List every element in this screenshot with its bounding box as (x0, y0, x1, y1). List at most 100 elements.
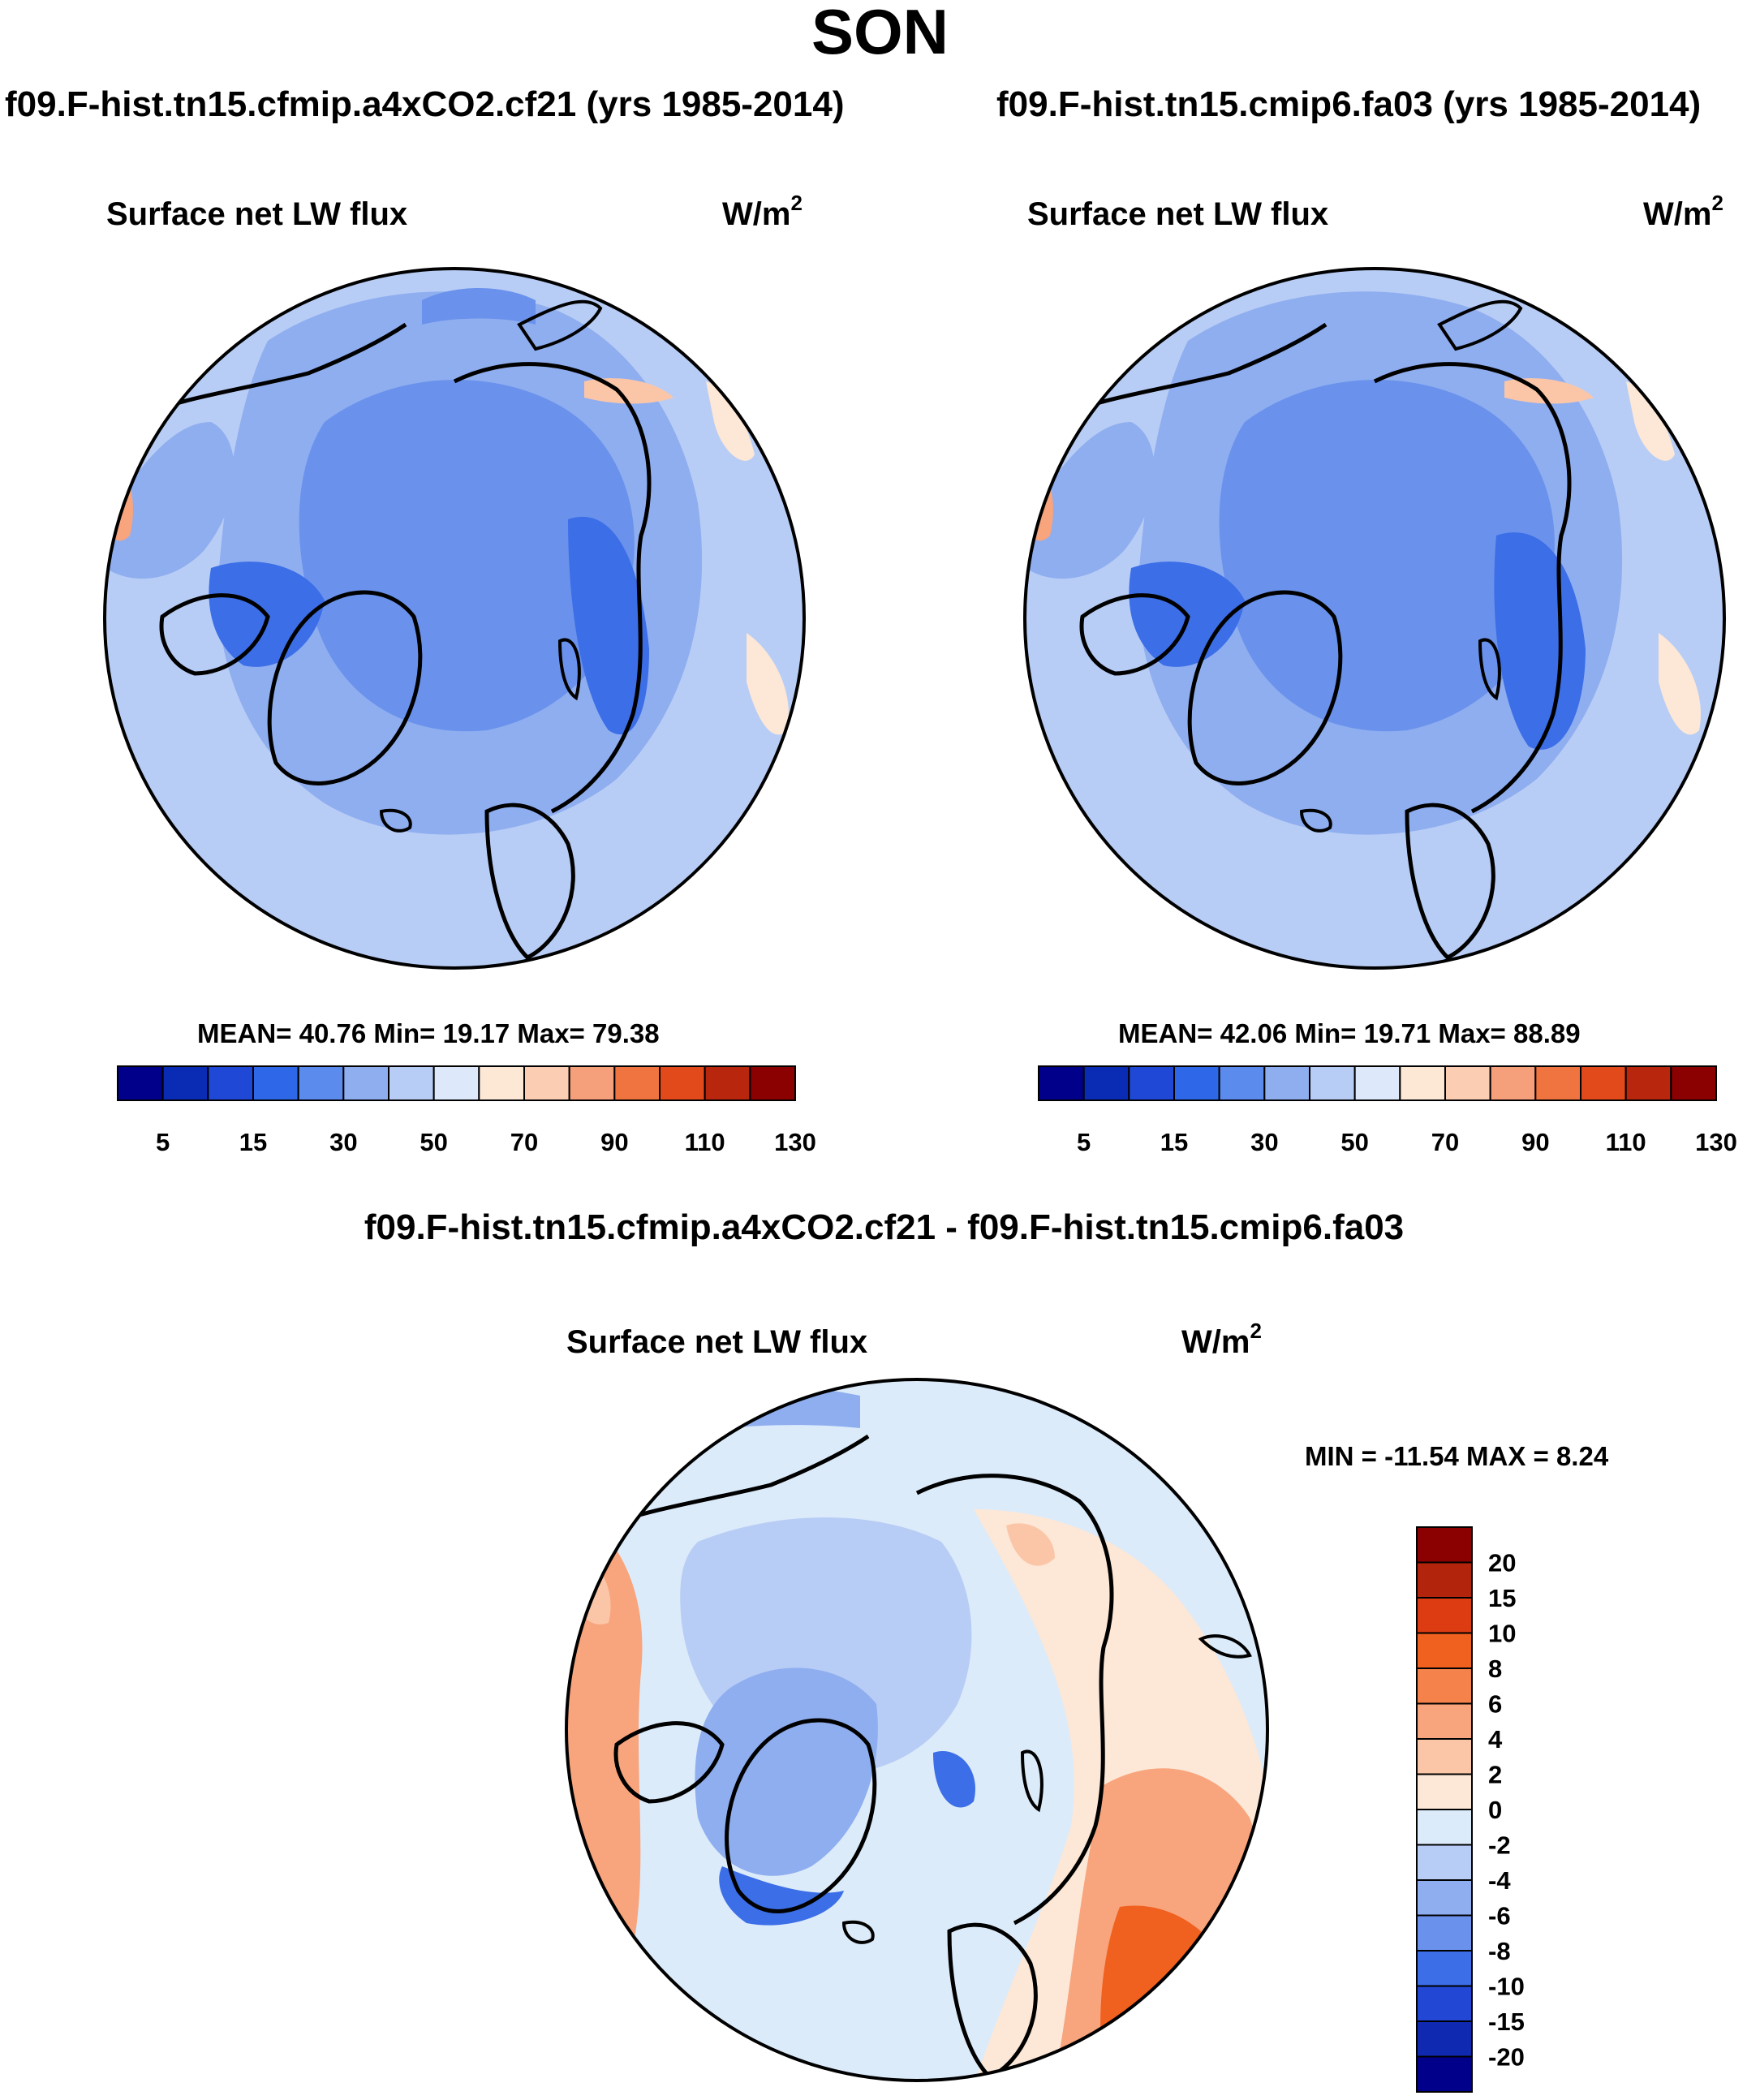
right-coastline-scandinavia (1405, 803, 1495, 961)
left-coastline-scandinavia (484, 803, 575, 961)
right-colorbar-box (1670, 1065, 1717, 1101)
season-title: SON (811, 0, 949, 67)
left-colorbar-tick-label: 70 (510, 1128, 538, 1156)
left-map-border (103, 267, 806, 970)
right-colorbar-box (1263, 1065, 1311, 1101)
left-colorbar-box (523, 1065, 570, 1101)
right-coastline-eurasia (1373, 362, 1572, 814)
left-colorbar-box (659, 1065, 706, 1101)
right-units: W/m2 (1643, 191, 1723, 232)
right-colorbar-tick-label: 70 (1431, 1128, 1459, 1156)
diff-coastline-novaya-zemlya (1020, 1749, 1044, 1813)
right-colorbar-box (1444, 1065, 1491, 1101)
right-coastline-novaya-zemlya (1478, 638, 1501, 701)
diff-colorbar-box (1416, 1844, 1473, 1881)
right-colorbar-box (1082, 1065, 1130, 1101)
diff-coastline-baffin (613, 1721, 725, 1804)
right-colorbar-tick-label: 30 (1250, 1128, 1278, 1156)
left-coastline-novaya-zemlya (557, 638, 581, 701)
right-coastline-island (1437, 299, 1523, 351)
left-colorbar-tick-label: 130 (774, 1128, 816, 1156)
right-colorbar-box (1218, 1065, 1266, 1101)
diff-colorbar-box (1416, 2055, 1473, 2093)
left-colorbar-box (342, 1065, 390, 1101)
left-units: W/m2 (722, 191, 803, 232)
diff-colorbar-box (1416, 1668, 1473, 1705)
diff-coastline-iceland (841, 1920, 875, 1944)
right-colorbar-box (1128, 1065, 1176, 1101)
diff-variable-title: Surface net LW flux (566, 1324, 868, 1360)
diff-colorbar-box (1416, 1738, 1473, 1775)
right-colorbar: 5 15 30 50 70 90 110 130 (1038, 1065, 1737, 1156)
diff-map-region (568, 1542, 611, 1624)
left-colorbar-box (388, 1065, 435, 1101)
left-colorbar-box (117, 1065, 164, 1101)
left-colorbar-box (568, 1065, 616, 1101)
diff-colorbar-box (1416, 2020, 1473, 2058)
diff-colorbar-tick-label: 15 (1488, 1584, 1516, 1612)
right-colorbar-tick-label: 15 (1160, 1128, 1188, 1156)
left-map-region (568, 516, 649, 735)
right-colorbar-box (1580, 1065, 1627, 1101)
right-colorbar-box (1534, 1065, 1582, 1101)
right-colorbar-box (1173, 1065, 1220, 1101)
right-coastline-baffin (1079, 593, 1190, 676)
diff-coastline-greenland (725, 1718, 877, 1913)
diff-colorbar-tick-label: 4 (1488, 1725, 1503, 1754)
left-colorbar-tick-label: 15 (239, 1128, 267, 1156)
right-colorbar-box (1353, 1065, 1401, 1101)
left-map-region (747, 633, 789, 735)
diff-colorbar-tick-label: 20 (1488, 1549, 1516, 1577)
left-variable-title: Surface net LW flux (106, 196, 408, 232)
diff-map-border (565, 1378, 1269, 2082)
right-stats: MEAN= 42.06 Min= 19.71 Max= 88.89 (1118, 1018, 1581, 1048)
left-map-region (105, 454, 133, 541)
left-colorbar-tick-label: 30 (329, 1128, 357, 1156)
right-colorbar-box (1399, 1065, 1447, 1101)
left-colorbar: 5 15 30 50 70 90 110 130 (117, 1065, 816, 1156)
left-colorbar-tick-label: 5 (156, 1128, 170, 1156)
left-colorbar-tick-label: 110 (685, 1128, 725, 1156)
diff-colorbar-tick-label: 6 (1488, 1690, 1502, 1719)
diff-map-region (1100, 1905, 1233, 2077)
diff-coastline-eurasia (915, 1474, 1114, 1926)
right-variable-title: Surface net LW flux (1027, 196, 1329, 232)
diff-colorbar-box (1416, 1950, 1473, 1987)
diff-colorbar-tick-label: 10 (1488, 1620, 1516, 1648)
right-map-region (1025, 454, 1053, 541)
right-colorbar-box (1489, 1065, 1537, 1101)
right-colorbar-tick-label: 110 (1606, 1128, 1646, 1156)
left-coastline-iceland (379, 808, 412, 833)
diff-map-region (719, 1866, 844, 1926)
left-run-title: f09.F-hist.tn15.cfmip.a4xCO2.cf21 (yrs 1… (5, 84, 845, 124)
diff-colorbar-tick-label: 8 (1488, 1655, 1502, 1683)
right-colorbar-box (1624, 1065, 1672, 1101)
left-coastline-eurasia (453, 362, 652, 814)
left-map-region (299, 379, 635, 732)
right-map-border (1023, 267, 1726, 970)
right-map-region (1026, 422, 1155, 579)
right-map-region (1494, 532, 1586, 750)
left-colorbar-box (613, 1065, 661, 1101)
diff-colorbar-box (1416, 1809, 1473, 1846)
diff-coastline-island (1198, 1634, 1252, 1659)
left-colorbar-box (297, 1065, 345, 1101)
diff-units: W/m2 (1181, 1319, 1262, 1360)
right-map-region (1659, 633, 1701, 735)
right-colorbar-tick-label: 90 (1521, 1128, 1549, 1156)
right-colorbar-tick-label: 50 (1340, 1128, 1368, 1156)
right-run-title: f09.F-hist.tn15.cmip6.fa03 (yrs 1985-201… (996, 84, 1702, 124)
difference-title: f09.F-hist.tn15.cfmip.a4xCO2.cf21 - f09.… (364, 1207, 1405, 1247)
left-coastline-baffin (159, 593, 270, 676)
diff-colorbar-box (1416, 1597, 1473, 1634)
left-colorbar-box (161, 1065, 209, 1101)
diff-colorbar-tick-label: 0 (1488, 1796, 1502, 1824)
diff-colorbar-tick-label: -15 (1488, 2007, 1525, 2036)
right-map-region (1219, 379, 1555, 732)
diff-map (565, 1378, 1269, 2082)
right-coastline-greenland (1187, 590, 1343, 785)
left-colorbar-box (749, 1065, 796, 1101)
diff-colorbar-tick-label: -4 (1488, 1866, 1511, 1895)
